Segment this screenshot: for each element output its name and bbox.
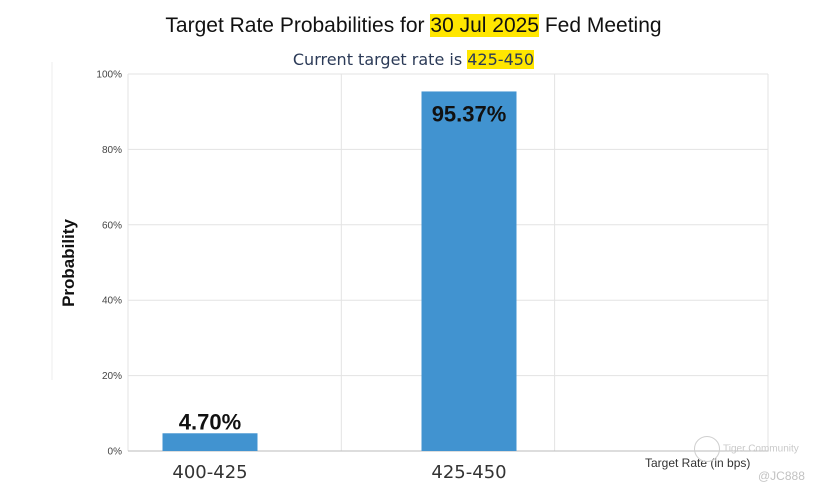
watermark-user: @JC888 (758, 469, 805, 483)
current-rate-highlight: 425-450 (467, 50, 535, 69)
category-label: 425-450 (431, 462, 506, 483)
watermark-brand: Tiger Community (723, 443, 799, 455)
y-tick-label: 40% (102, 296, 122, 307)
watermark: Tiger Community (694, 436, 799, 462)
bars (162, 91, 517, 451)
meeting-date-highlight: 30 Jul 2025 (430, 14, 539, 37)
y-tick-label: 80% (102, 145, 122, 156)
category-labels: 400-425 425-450 (172, 462, 506, 483)
data-labels: 4.70% 95.37% (179, 101, 507, 434)
y-tick-label: 100% (96, 70, 122, 81)
x-axis-label: Target Rate (in bps) (645, 456, 750, 470)
y-tick-label: 0% (108, 447, 123, 458)
subtitle-prefix: Current target rate is (292, 50, 468, 69)
y-tick-label: 20% (102, 371, 122, 382)
data-label: 95.37% (432, 101, 507, 126)
title-prefix: Target Rate Probabilities for (165, 14, 431, 37)
data-label: 4.70% (179, 409, 241, 434)
y-tick-labels: 0% 20% 40% 60% 80% 100% (96, 70, 122, 458)
chart-subtitle: Current target rate is 425-450 (0, 50, 827, 69)
y-tick-label: 60% (102, 220, 122, 231)
category-label: 400-425 (172, 462, 247, 483)
grid-lines (51, 62, 769, 452)
bar-400-425 (162, 433, 258, 451)
tiger-logo-icon (694, 436, 720, 462)
chart-title: Target Rate Probabilities for 30 Jul 202… (0, 14, 827, 38)
title-suffix: Fed Meeting (538, 14, 662, 37)
y-axis-label: Probability (59, 219, 78, 307)
bar-425-450 (421, 91, 517, 451)
